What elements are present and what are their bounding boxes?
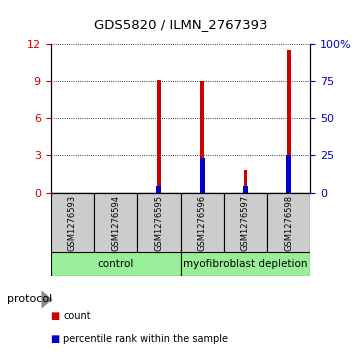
- Bar: [51, 193, 94, 252]
- Bar: [244, 170, 247, 193]
- Text: ■: ■: [51, 311, 60, 321]
- Bar: [200, 158, 205, 193]
- Text: control: control: [97, 259, 134, 269]
- Bar: [94, 193, 137, 252]
- Bar: [137, 193, 180, 252]
- Bar: [224, 193, 267, 252]
- Bar: [267, 193, 310, 252]
- Text: GSM1276595: GSM1276595: [155, 195, 163, 250]
- Bar: [286, 155, 291, 193]
- Text: GSM1276593: GSM1276593: [68, 195, 77, 251]
- Text: protocol: protocol: [7, 294, 52, 305]
- Bar: [287, 50, 291, 193]
- Text: GDS5820 / ILMN_2767393: GDS5820 / ILMN_2767393: [94, 18, 267, 31]
- Text: count: count: [63, 311, 91, 321]
- Text: GSM1276594: GSM1276594: [111, 195, 120, 250]
- Bar: [180, 252, 310, 276]
- Bar: [180, 193, 224, 252]
- Bar: [200, 81, 204, 193]
- Bar: [51, 252, 180, 276]
- Text: percentile rank within the sample: percentile rank within the sample: [63, 334, 228, 344]
- Text: myofibroblast depletion: myofibroblast depletion: [183, 259, 308, 269]
- Bar: [157, 79, 161, 193]
- Text: GSM1276596: GSM1276596: [198, 195, 206, 251]
- Bar: [156, 185, 161, 193]
- Text: GSM1276598: GSM1276598: [284, 195, 293, 251]
- Polygon shape: [42, 290, 52, 309]
- Bar: [243, 185, 248, 193]
- Text: ■: ■: [51, 334, 60, 344]
- Text: GSM1276597: GSM1276597: [241, 195, 250, 251]
